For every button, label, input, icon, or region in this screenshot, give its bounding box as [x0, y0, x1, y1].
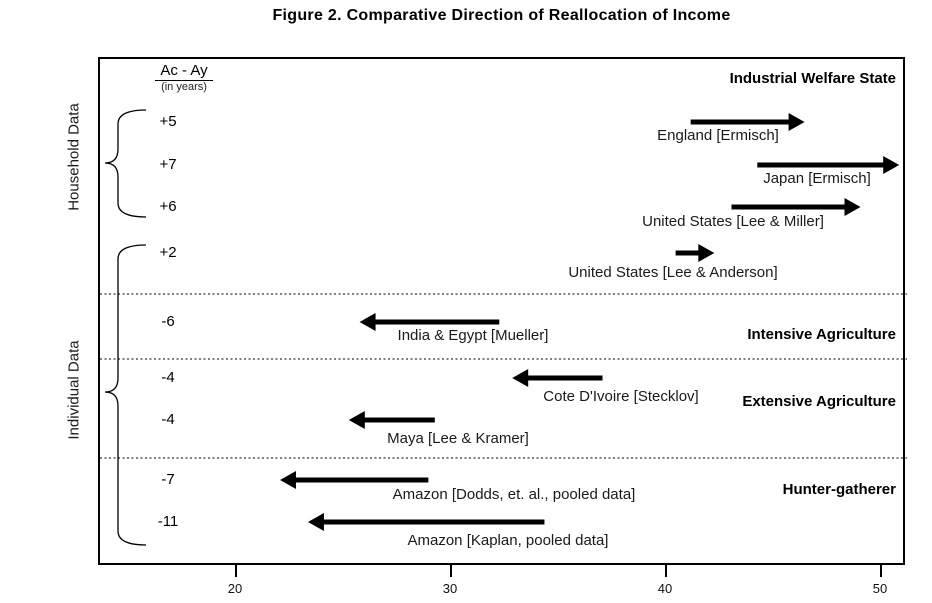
arrow-head [698, 244, 715, 262]
x-tick [235, 564, 237, 577]
row-label: Japan [Ermisch] [763, 170, 871, 187]
value-label: -7 [161, 471, 175, 488]
arrow-head [512, 369, 529, 387]
row-label: India & Egypt [Mueller] [397, 327, 549, 344]
row-label: Amazon [Kaplan, pooled data] [407, 532, 609, 549]
x-tick [880, 564, 882, 577]
arrow-head [883, 156, 900, 174]
arrow-head [788, 113, 805, 131]
value-label: +2 [159, 244, 177, 261]
arrow-head [280, 471, 296, 489]
row-label: Cote D'Ivoire [Stecklov] [543, 388, 699, 405]
section-label: Intensive Agriculture [747, 326, 896, 343]
group-brace [104, 109, 147, 218]
figure-title: Figure 2. Comparative Direction of Reall… [272, 7, 731, 24]
value-label: -4 [161, 369, 175, 386]
x-tick [665, 564, 667, 577]
row-label: United States [Lee & Miller] [642, 213, 824, 230]
row-label: United States [Lee & Anderson] [568, 264, 778, 281]
x-tick-label: 20 [227, 581, 243, 596]
section-label: Extensive Agriculture [742, 393, 896, 410]
chart-canvas [100, 109, 907, 546]
arrow-head [844, 198, 861, 216]
arrow-head [307, 513, 324, 531]
row-label: Maya [Lee & Kramer] [387, 430, 529, 447]
value-label: +7 [159, 156, 177, 173]
x-tick-label: 50 [872, 581, 888, 596]
value-label: -11 [157, 513, 179, 530]
side-group-label: Household Data [65, 103, 83, 211]
arrow-head [348, 411, 365, 429]
side-group-label: Individual Data [65, 340, 83, 440]
column-header-formula: Ac - Ay [155, 62, 213, 82]
arrow-head [359, 313, 376, 331]
column-header: Ac - Ay (in years) [124, 62, 244, 94]
section-label: Hunter-gatherer [782, 481, 896, 498]
value-label: +5 [159, 113, 177, 130]
section-label: Industrial Welfare State [729, 70, 896, 87]
value-label: -4 [161, 411, 175, 428]
row-label: Amazon [Dodds, et. al., pooled data] [392, 486, 636, 503]
x-tick [450, 564, 452, 577]
value-label: +6 [159, 198, 177, 215]
value-label: -6 [161, 313, 175, 330]
column-header-unit: (in years) [161, 81, 207, 94]
group-brace [104, 244, 147, 546]
x-tick-label: 30 [442, 581, 458, 596]
x-tick-label: 40 [657, 581, 673, 596]
plot-area: Ac - Ay (in years) +5 England [Ermisch] +7… [98, 57, 907, 565]
row-label: England [Ermisch] [657, 127, 779, 144]
